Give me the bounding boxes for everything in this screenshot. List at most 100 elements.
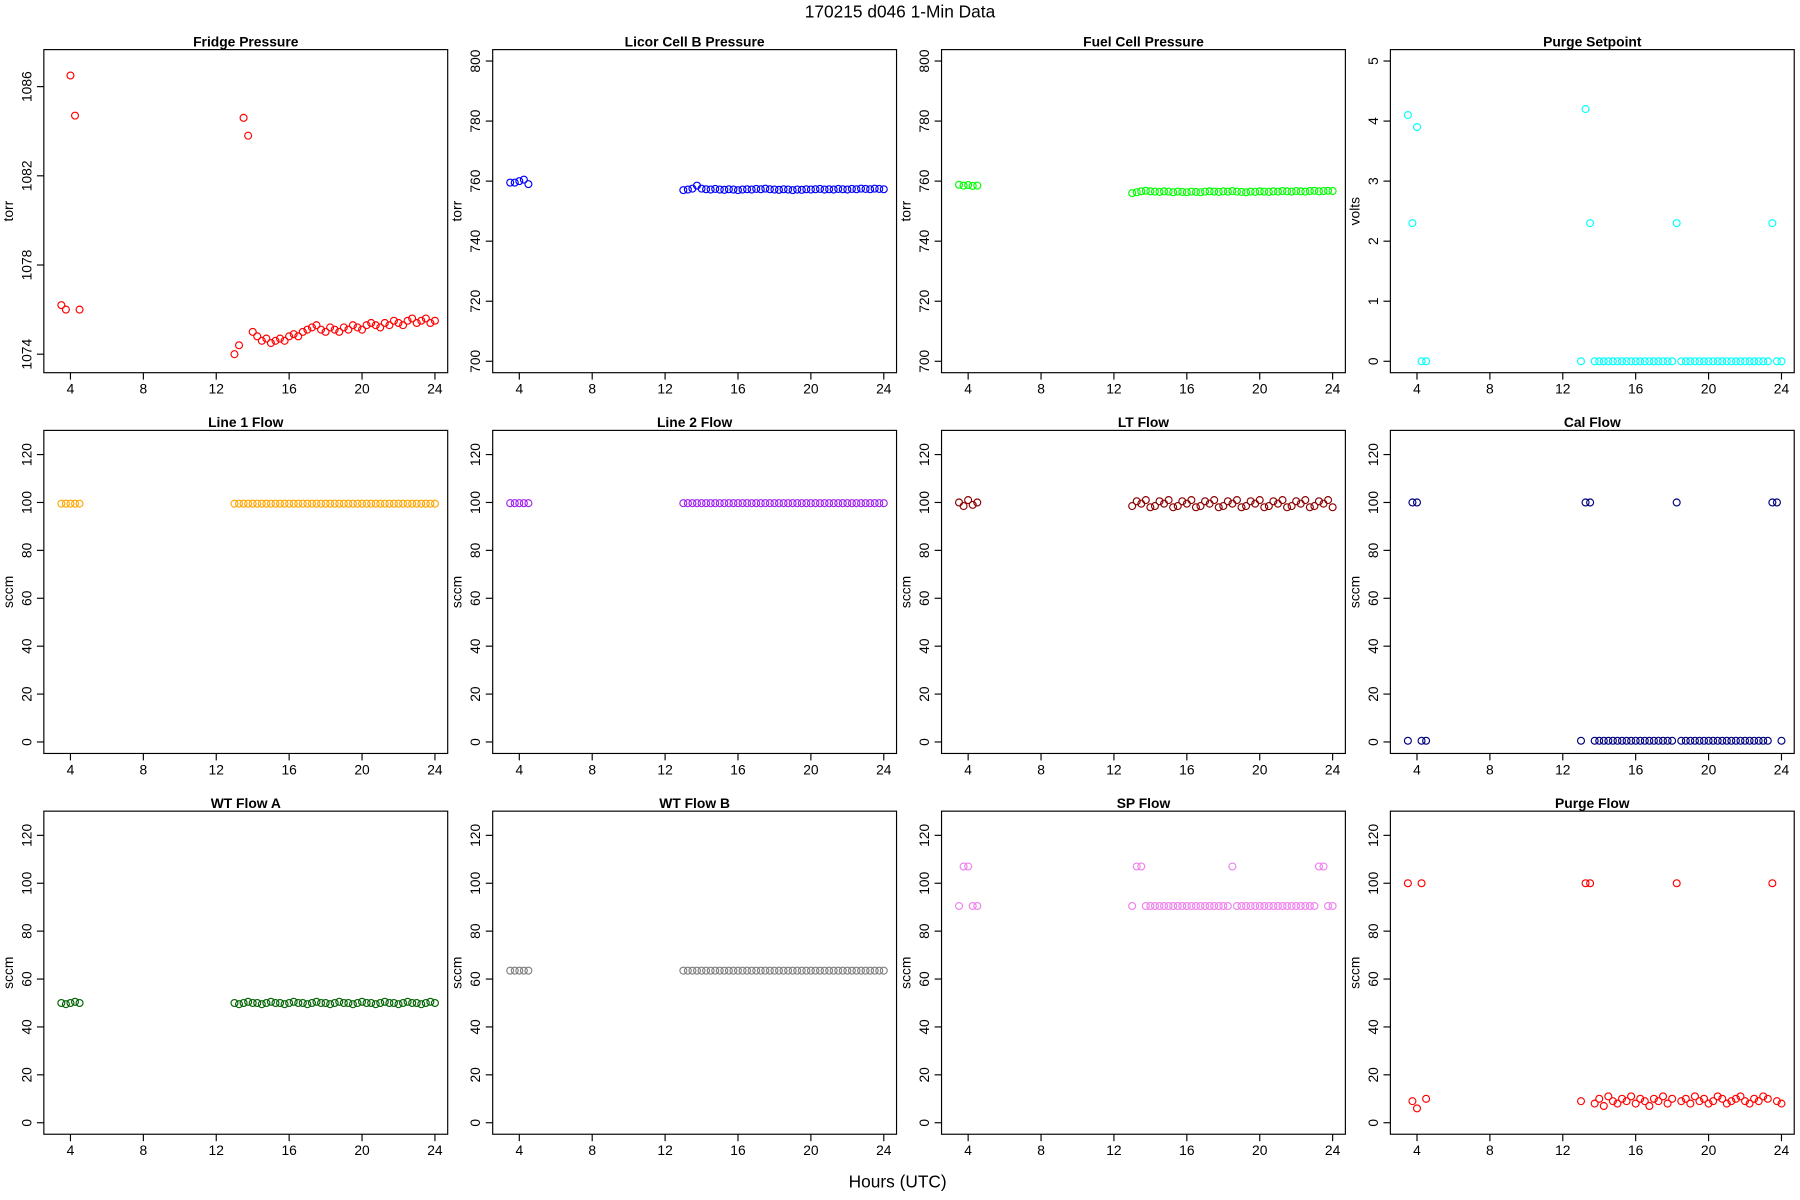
data-point <box>408 998 417 1008</box>
data-point <box>1576 357 1586 366</box>
y-tick-label: 1078 <box>18 249 34 280</box>
data-point <box>954 901 964 911</box>
panel-title: Purge Setpoint <box>1543 33 1642 49</box>
y-tick-label: 1082 <box>18 160 34 191</box>
data-point <box>1581 879 1590 888</box>
data-point <box>1237 187 1246 196</box>
data-point <box>312 321 321 330</box>
data-point <box>1173 502 1182 511</box>
data-point <box>385 998 394 1008</box>
data-point <box>1305 901 1314 911</box>
data-point <box>266 997 275 1006</box>
data-point <box>362 998 371 1008</box>
data-point <box>66 499 75 508</box>
data-point <box>1187 187 1196 196</box>
data-point <box>1412 498 1422 507</box>
data-point <box>353 323 362 332</box>
data-point <box>1169 901 1178 911</box>
data-point <box>1314 862 1323 871</box>
data-point <box>1264 502 1273 511</box>
data-point <box>968 901 977 911</box>
data-point <box>1622 357 1631 366</box>
data-point <box>339 998 348 1008</box>
data-point <box>1576 736 1586 745</box>
data-point <box>348 499 357 508</box>
data-point <box>683 966 692 975</box>
data-point <box>765 185 774 194</box>
y-axis-label: sccm <box>449 576 465 608</box>
data-point <box>1640 736 1649 745</box>
x-tick-label: 12 <box>1106 1142 1121 1158</box>
data-point <box>788 966 797 975</box>
x-tick-label: 8 <box>588 1142 596 1158</box>
data-point <box>271 336 280 345</box>
data-point <box>1128 189 1137 198</box>
y-tick-label: 40 <box>1365 638 1381 654</box>
data-point <box>706 185 715 194</box>
x-tick-label: 20 <box>1701 761 1717 777</box>
data-point <box>679 186 688 195</box>
data-point <box>1237 503 1246 512</box>
data-point <box>1132 188 1141 197</box>
y-tick-label: 700 <box>916 349 932 372</box>
data-point <box>856 966 866 975</box>
x-tick-label: 12 <box>1106 761 1121 777</box>
data-point <box>1654 357 1663 366</box>
data-point <box>697 499 706 508</box>
data-point <box>1736 1092 1745 1101</box>
data-point <box>257 336 266 345</box>
y-tick-label: 780 <box>916 109 932 132</box>
data-point <box>1187 496 1196 505</box>
data-point <box>1319 186 1328 196</box>
data-point <box>1699 736 1709 745</box>
data-point <box>697 966 706 975</box>
y-axis-label: sccm <box>898 957 914 989</box>
data-point <box>1586 219 1595 228</box>
data-point <box>230 998 239 1008</box>
data-point <box>298 327 307 336</box>
y-tick-label: 80 <box>467 923 483 939</box>
data-point <box>1750 357 1759 366</box>
data-point <box>1255 187 1264 196</box>
data-point <box>1141 496 1150 505</box>
data-point <box>825 499 834 508</box>
data-point <box>1750 736 1759 745</box>
y-tick-label: 100 <box>467 871 483 894</box>
data-point <box>1704 357 1713 366</box>
x-tick-label: 24 <box>1325 1142 1341 1158</box>
data-point <box>1422 1094 1431 1103</box>
data-point <box>733 499 743 508</box>
data-point <box>1590 1099 1599 1108</box>
data-point <box>1412 123 1422 132</box>
data-point <box>1417 879 1426 888</box>
data-point <box>1622 1097 1631 1106</box>
data-point <box>1690 357 1699 366</box>
x-tick-label: 20 <box>354 1142 370 1158</box>
data-point <box>289 997 298 1006</box>
data-point <box>1595 357 1604 366</box>
data-point <box>239 499 248 508</box>
data-point <box>412 318 421 328</box>
data-point <box>1645 1101 1654 1111</box>
data-point <box>316 325 326 334</box>
data-point <box>339 499 348 508</box>
data-point <box>784 185 793 194</box>
data-point <box>1668 357 1677 366</box>
data-point <box>1273 901 1282 911</box>
y-tick-label: 700 <box>467 349 483 372</box>
data-point <box>870 499 879 508</box>
data-point <box>1604 1092 1613 1101</box>
x-tick-label: 12 <box>1555 761 1570 777</box>
data-point <box>1672 879 1681 888</box>
data-point <box>1408 498 1417 507</box>
x-tick-label: 16 <box>730 761 746 777</box>
data-point <box>348 321 357 330</box>
y-tick-label: 800 <box>467 49 483 72</box>
data-point <box>515 499 524 508</box>
y-tick-label: 0 <box>916 738 932 746</box>
y-tick-label: 80 <box>916 542 932 558</box>
data-point <box>954 180 964 189</box>
data-point <box>1210 901 1219 911</box>
panel-title: LT Flow <box>1118 414 1169 430</box>
data-point <box>861 184 870 193</box>
